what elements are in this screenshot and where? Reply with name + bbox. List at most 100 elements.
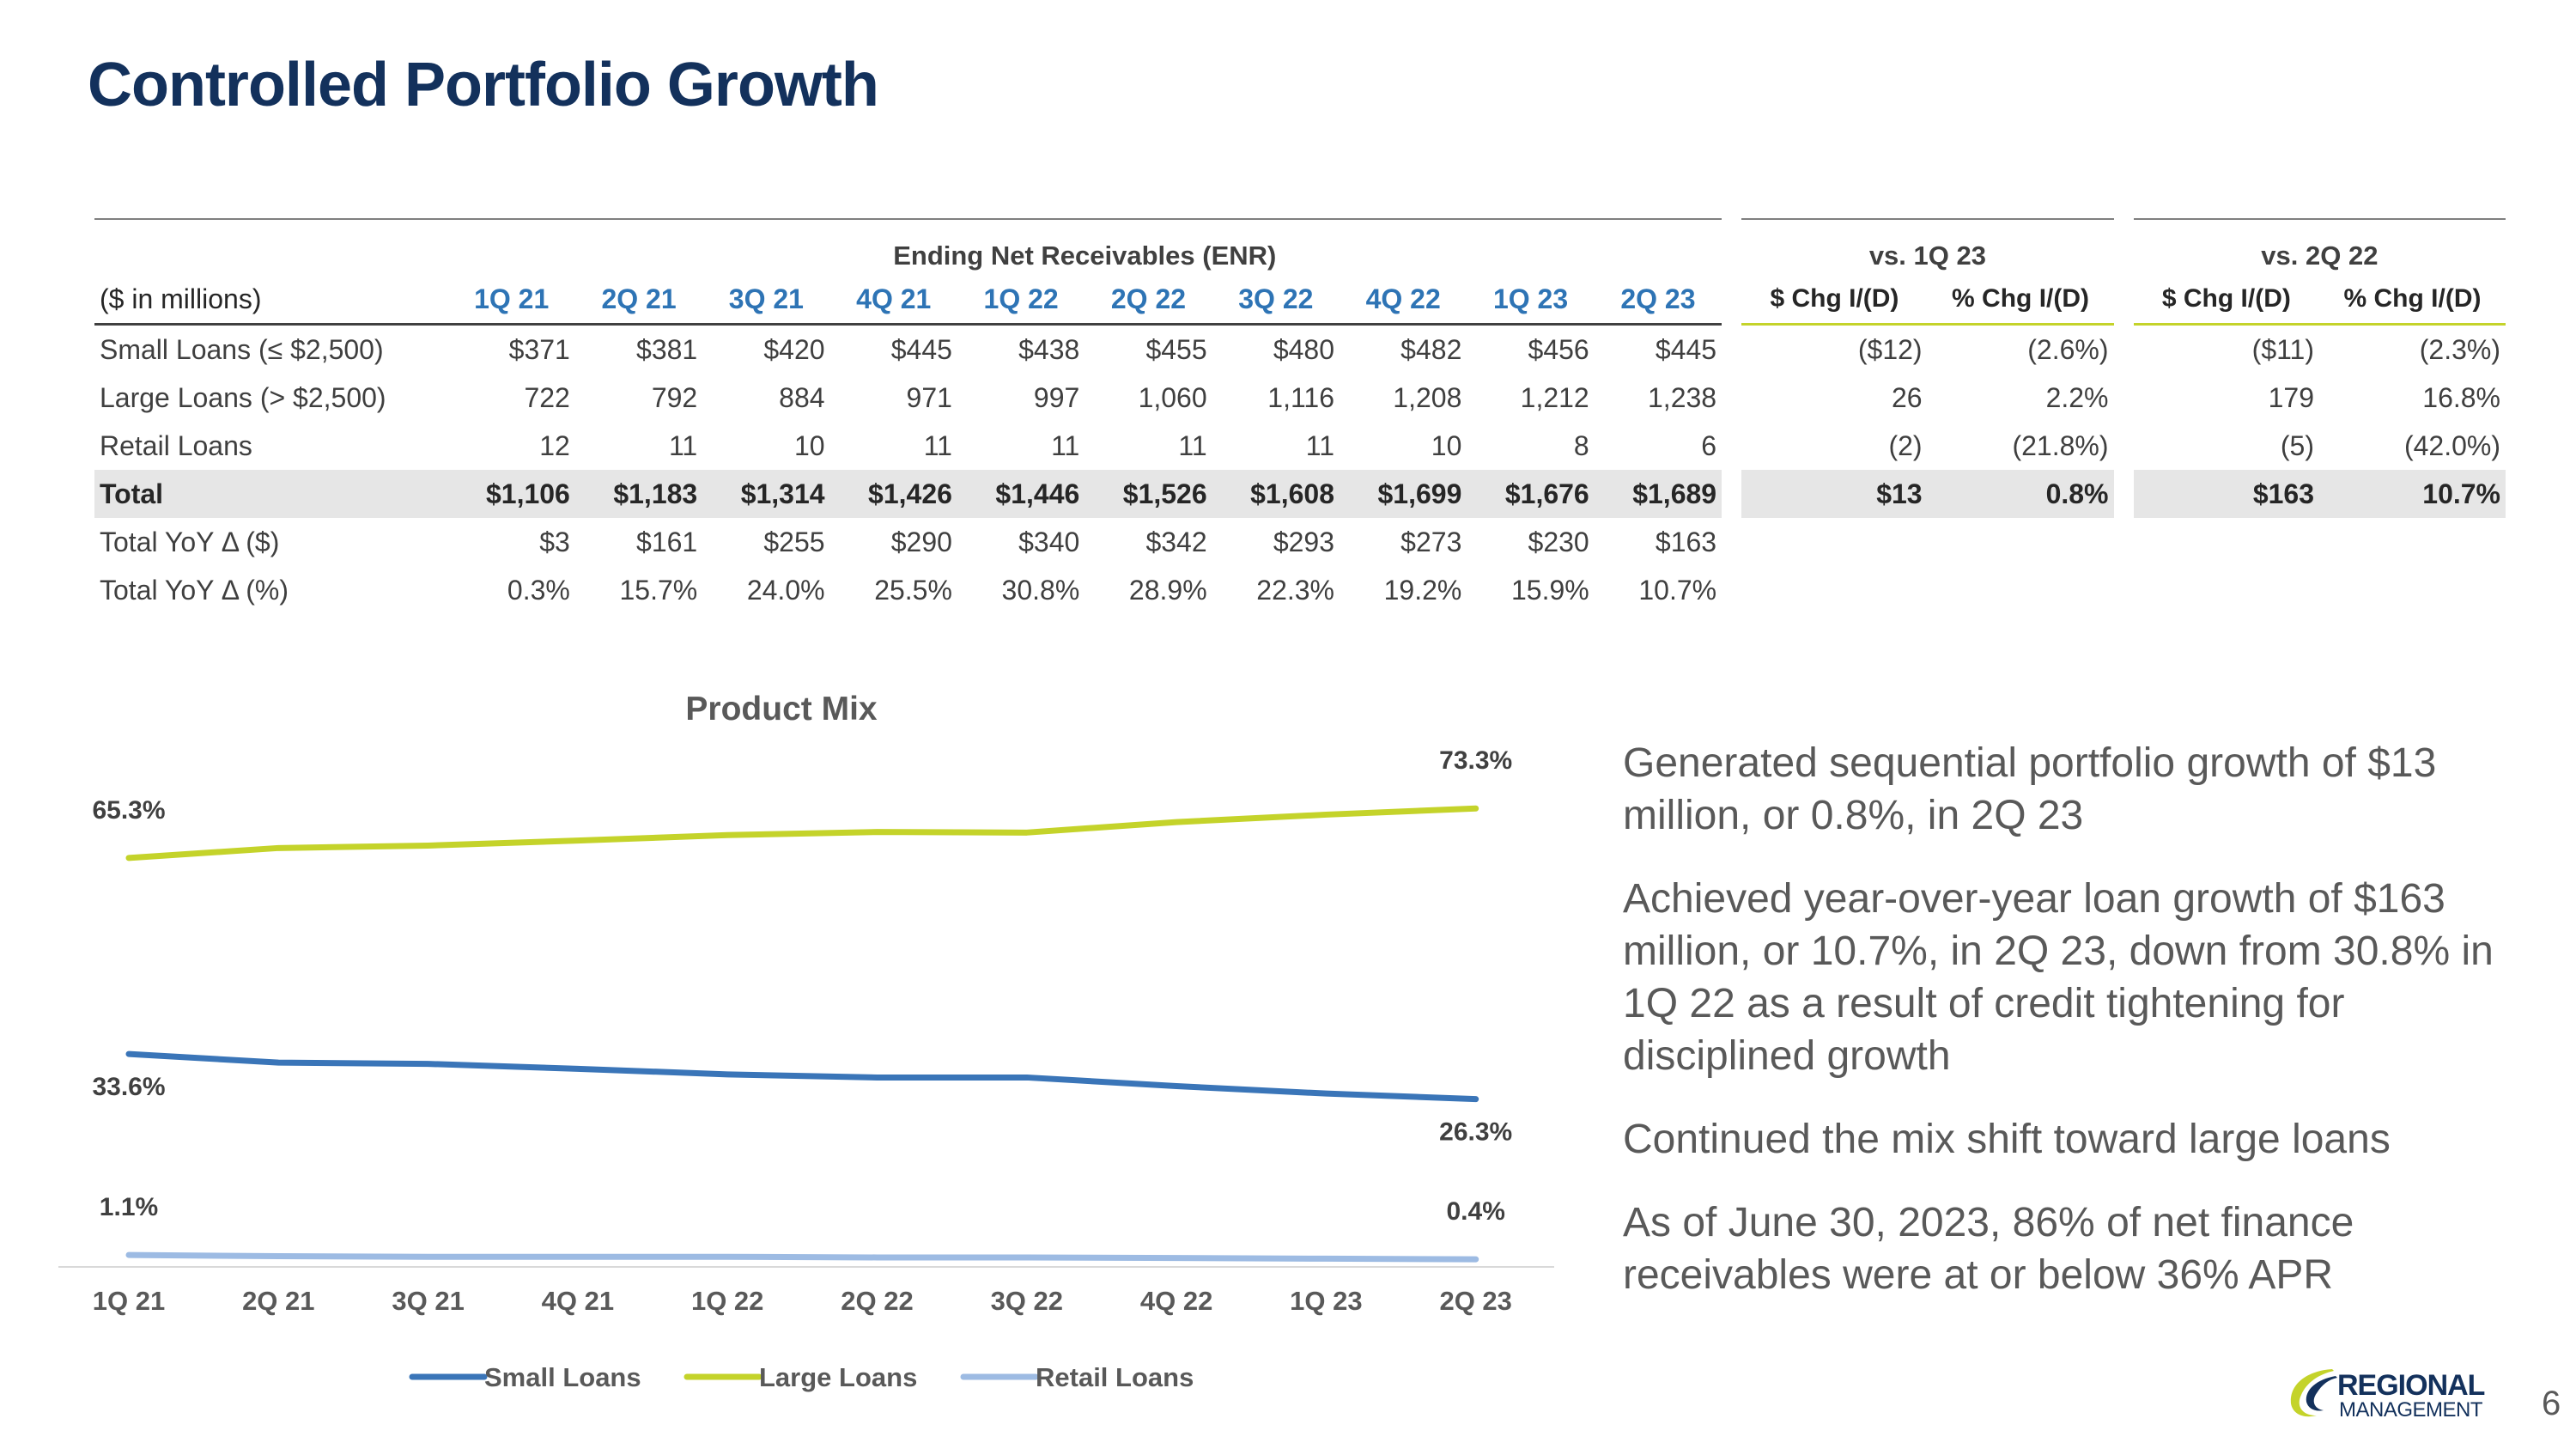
column-header-quarter: 2Q 22 <box>1084 275 1212 326</box>
table-cell: $456 <box>1528 333 1589 365</box>
table-row: Small Loans (≤ $2,500) $371 $381 $420 $445 $4… <box>94 325 2506 374</box>
table-cell: $3 <box>539 526 570 557</box>
x-tick-label: 3Q 22 <box>991 1286 1063 1316</box>
gap-cell <box>2114 422 2134 470</box>
gap-cell <box>1722 219 1741 275</box>
x-tick-label: 1Q 22 <box>691 1286 763 1316</box>
gap-cell <box>2114 374 2134 422</box>
chg-cell: $13 <box>1741 470 1928 518</box>
column-header-quarter: 1Q 23 <box>1467 275 1595 326</box>
table-cell: 24.0% <box>746 574 825 606</box>
legend-label: Small Loans <box>484 1362 641 1392</box>
table-cell: 1,208 <box>1393 381 1462 413</box>
empty-cell <box>1928 566 2114 614</box>
x-tick-label: 2Q 22 <box>841 1286 913 1316</box>
chg-cell: ($12) <box>1857 333 1923 365</box>
table-cell: 722 <box>524 381 570 413</box>
table-cell: 28.9% <box>1128 574 1207 606</box>
chg-cell: 179 <box>2268 381 2314 413</box>
column-header-quarter: 3Q 22 <box>1212 275 1340 326</box>
table-cell: $455 <box>1145 333 1207 365</box>
product-mix-chart: Product Mix 1Q 21 2Q 21 3Q 21 4Q 21 1Q 22 2Q … <box>52 679 1563 1409</box>
chg-cell: 16.8% <box>2422 381 2500 413</box>
gap-cell <box>1722 518 1741 566</box>
regional-management-logo: REGIONAL MANAGEMENT <box>2282 1364 2514 1424</box>
bullet-item: Generated sequential portfolio growth of… <box>1623 740 2437 838</box>
column-header-quarter: 1Q 22 <box>957 275 1085 326</box>
table-cell: $420 <box>763 333 825 365</box>
data-label-start: 1.1% <box>100 1193 158 1221</box>
data-label-start: 65.3% <box>92 796 165 825</box>
data-label-end: 26.3% <box>1439 1118 1512 1147</box>
table-cell: $1,106 <box>447 470 575 518</box>
table-cell: $1,183 <box>574 470 703 518</box>
table-cell: 1,060 <box>1138 381 1207 413</box>
column-header-quarter: 2Q 21 <box>574 275 703 326</box>
table-cell: 10.7% <box>1638 574 1717 606</box>
gap-cell <box>2114 275 2134 325</box>
gap-cell <box>1722 374 1741 422</box>
key-points: Generated sequential portfolio growth of… <box>1623 737 2533 1332</box>
table-cell: $273 <box>1400 526 1462 557</box>
column-header-quarter: 1Q 21 <box>447 275 575 326</box>
column-header-label: ($ in millions) <box>94 275 448 326</box>
chg-cell: 26 <box>1891 381 1923 413</box>
gap-cell <box>1722 422 1741 470</box>
table-row: Total YoY Δ (%) 0.3% 15.7% 24.0% 25.5% 30.8% 2… <box>94 566 2506 614</box>
table-cell: $230 <box>1528 526 1589 557</box>
table-row: Retail Loans 12 11 10 11 11 11 11 10 8 6 (2) (21.8%)… <box>94 422 2506 470</box>
series-line-large-loans <box>125 805 1479 861</box>
column-header-pct-chg: % Chg I/(D) <box>2319 275 2506 326</box>
legend-label: Large Loans <box>759 1362 917 1392</box>
group-header-vs-1q23: vs. 1Q 23 <box>1741 218 2114 275</box>
table-cell: 1,212 <box>1520 381 1589 413</box>
table-cell: $290 <box>890 526 952 557</box>
table-row: Large Loans (> $2,500) 722 792 884 971 997 1,0… <box>94 374 2506 422</box>
data-label-start: 33.6% <box>92 1073 165 1101</box>
x-tick-label: 2Q 21 <box>242 1286 314 1316</box>
table-cell: $340 <box>1018 526 1080 557</box>
table-cell: $1,526 <box>1084 470 1212 518</box>
empty-cell <box>2319 518 2506 566</box>
empty-cell <box>2114 566 2134 614</box>
chg-cell: $163 <box>2133 470 2319 518</box>
table-cell: 15.7% <box>619 574 698 606</box>
table-cell: $1,699 <box>1340 470 1467 518</box>
table-cell: $482 <box>1400 333 1462 365</box>
gap-cell <box>1722 566 1741 614</box>
table-cell: $1,426 <box>829 470 957 518</box>
table-cell: $1,446 <box>957 470 1085 518</box>
gap-cell <box>1722 275 1741 325</box>
table-cell: $163 <box>1655 526 1717 557</box>
table-cell: $342 <box>1145 526 1207 557</box>
table-cell: $1,689 <box>1594 470 1722 518</box>
table-cell: $1,314 <box>702 470 830 518</box>
table-cell: 997 <box>1033 381 1080 413</box>
page-number: 6 <box>2542 1385 2561 1422</box>
bullet-item: Continued the mix shift toward large loa… <box>1623 1117 2391 1162</box>
column-header-dollar-chg: $ Chg I/(D) <box>2133 275 2319 326</box>
logo-swoosh-icon <box>2290 1369 2337 1417</box>
table-cell: 1,238 <box>1648 381 1717 413</box>
logo-word-management: MANAGEMENT <box>2339 1398 2483 1422</box>
table-cell: 884 <box>779 381 825 413</box>
x-tick-label: 4Q 21 <box>542 1286 614 1316</box>
row-label: Total <box>94 470 448 518</box>
empty-cell <box>1928 518 2114 566</box>
chg-cell: (42.0%) <box>2403 429 2500 461</box>
table-cell: 11 <box>1051 429 1080 461</box>
data-label-end: 0.4% <box>1447 1197 1505 1226</box>
chg-cell: (5) <box>2280 429 2314 461</box>
row-label: Large Loans (> $2,500) <box>100 381 386 413</box>
x-tick-label: 2Q 23 <box>1439 1286 1511 1316</box>
table-cell: 19.2% <box>1383 574 1462 606</box>
table-cell: 10 <box>1431 429 1462 461</box>
chg-cell: (2.3%) <box>2419 333 2500 365</box>
table-cell: 15.9% <box>1510 574 1589 606</box>
table-cell: 12 <box>539 429 570 461</box>
table-cell: 11 <box>668 429 698 461</box>
gap-cell <box>2114 219 2134 275</box>
chg-cell: ($11) <box>2251 333 2314 365</box>
column-header-quarter: 3Q 21 <box>702 275 830 326</box>
bullet-item: As of June 30, 2023, 86% of net finance … <box>1623 1200 2354 1298</box>
